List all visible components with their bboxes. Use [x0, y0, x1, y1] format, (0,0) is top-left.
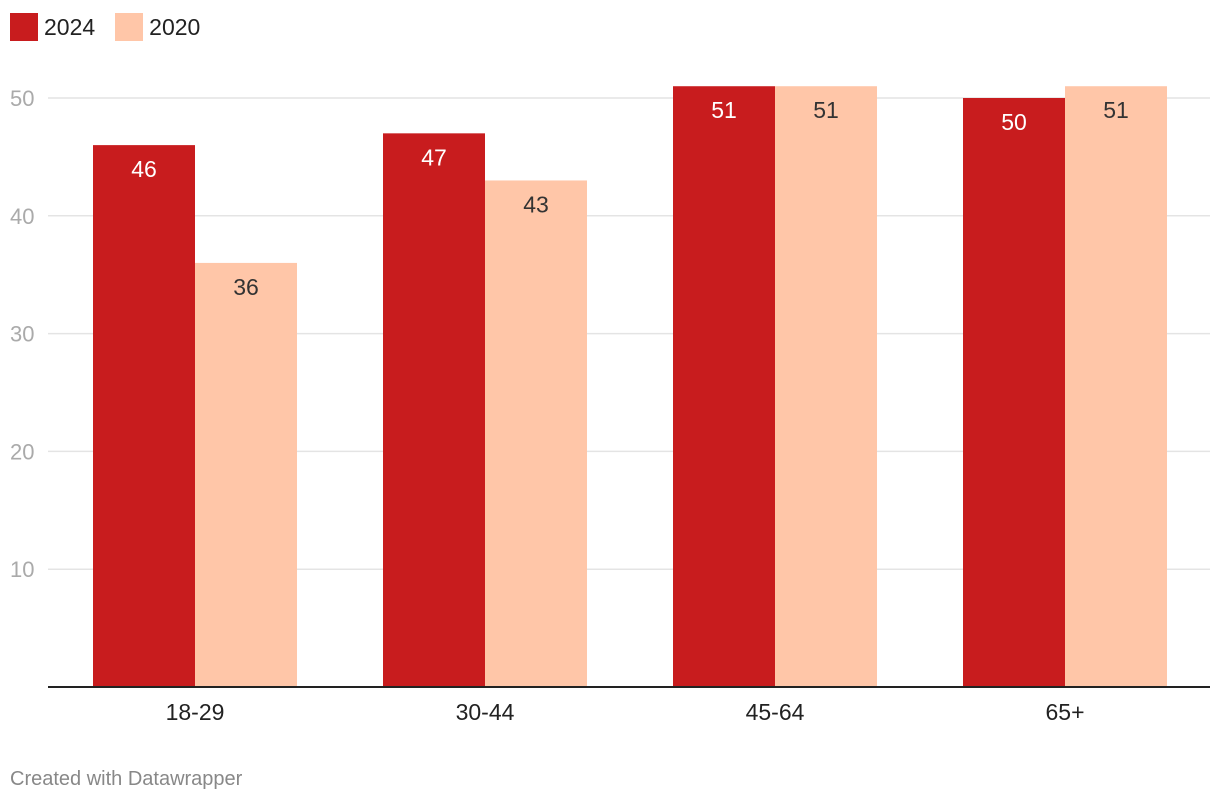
bar-2024-30-44 — [383, 133, 485, 688]
chart-legend: 2024 2020 — [10, 12, 220, 42]
y-tick-label-50: 50 — [10, 86, 34, 111]
bar-2024-45-64 — [673, 86, 775, 688]
bar-2020-18-29 — [195, 262, 297, 687]
legend-label-2020: 2020 — [149, 13, 201, 40]
data-label-2020-18-29: 36 — [233, 274, 259, 300]
x-tick-label-30-44: 30-44 — [456, 699, 515, 725]
footer-credit: Created with Datawrapper — [10, 768, 243, 790]
legend-swatch-2024 — [10, 13, 38, 41]
bar-2020-45-64 — [775, 86, 877, 688]
data-label-2024-18-29: 46 — [131, 156, 157, 182]
y-tick-label-40: 40 — [10, 204, 34, 229]
data-label-2020-45-64: 51 — [813, 97, 839, 123]
data-label-2020-65+: 51 — [1103, 97, 1129, 123]
legend-item-2024: 2024 — [10, 13, 95, 41]
bar-2020-65+ — [1065, 86, 1167, 688]
data-label-2024-30-44: 47 — [421, 144, 447, 170]
y-tick-label-20: 20 — [10, 439, 34, 464]
data-label-2024-45-64: 51 — [711, 97, 737, 123]
y-tick-label-10: 10 — [10, 557, 34, 582]
bar-2024-18-29 — [93, 145, 195, 687]
x-tick-label-65+: 65+ — [1045, 699, 1084, 725]
x-tick-label-18-29: 18-29 — [166, 699, 225, 725]
data-label-2020-30-44: 43 — [523, 191, 549, 217]
legend-item-2020: 2020 — [115, 13, 200, 41]
x-tick-label-45-64: 45-64 — [746, 699, 805, 725]
bar-2020-30-44 — [485, 180, 587, 687]
y-tick-label-30: 30 — [10, 322, 34, 347]
data-label-2024-65+: 50 — [1001, 109, 1027, 135]
legend-label-2024: 2024 — [44, 13, 96, 40]
bar-2024-65+ — [963, 98, 1065, 687]
legend-swatch-2020 — [115, 13, 144, 41]
